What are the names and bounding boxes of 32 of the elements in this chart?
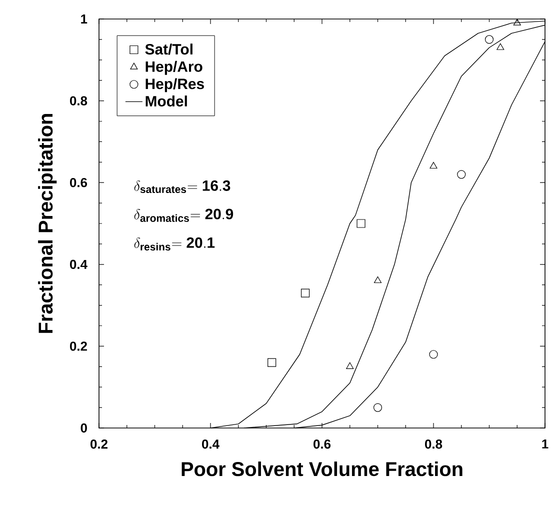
point — [430, 162, 438, 169]
legend-label: Hep/Aro — [146, 60, 202, 75]
point — [346, 362, 354, 369]
x-tick-label: 0.6 — [314, 440, 331, 449]
point — [268, 358, 276, 367]
legend-label: Hep/Res — [146, 78, 204, 92]
y-tick-label: 1 — [81, 14, 88, 24]
y-tick-label: 0.2 — [70, 342, 87, 351]
legend-label: Sat/Tol — [145, 44, 192, 55]
legend-label: Model — [146, 96, 187, 106]
y-tick-label: 0.4 — [70, 260, 88, 269]
x-tick-label: 1 — [542, 440, 548, 448]
point — [356, 219, 366, 228]
point — [373, 403, 382, 412]
y-tick-label: 0.8 — [70, 96, 88, 106]
point — [374, 276, 382, 284]
annotation: $\delta_{\mathbf{saturates}}\mathbf{= 16.3}$ — [134, 180, 230, 194]
x-tick-label: 0.4 — [202, 440, 220, 449]
x-axis-title: Poor Solvent Volume Fraction — [182, 462, 462, 476]
annotation: $\delta_{\mathbf{aromatics}}\mathbf{= 20.9}$ — [134, 208, 234, 222]
point — [429, 350, 438, 359]
y-tick-label: 0.6 — [70, 178, 88, 188]
annotation: $\delta_{\mathbf{resins}}\mathbf{= 20.1}$ — [134, 237, 215, 251]
point — [300, 288, 310, 298]
y-axis-title: Fractional Precipitation — [38, 114, 57, 333]
x-tick-label: 0.8 — [425, 440, 442, 449]
point — [457, 170, 466, 179]
y-tick-label: 0 — [80, 423, 87, 433]
point — [496, 43, 504, 50]
x-tick-label: 0.2 — [90, 440, 108, 449]
point — [484, 35, 494, 44]
point — [513, 18, 521, 26]
